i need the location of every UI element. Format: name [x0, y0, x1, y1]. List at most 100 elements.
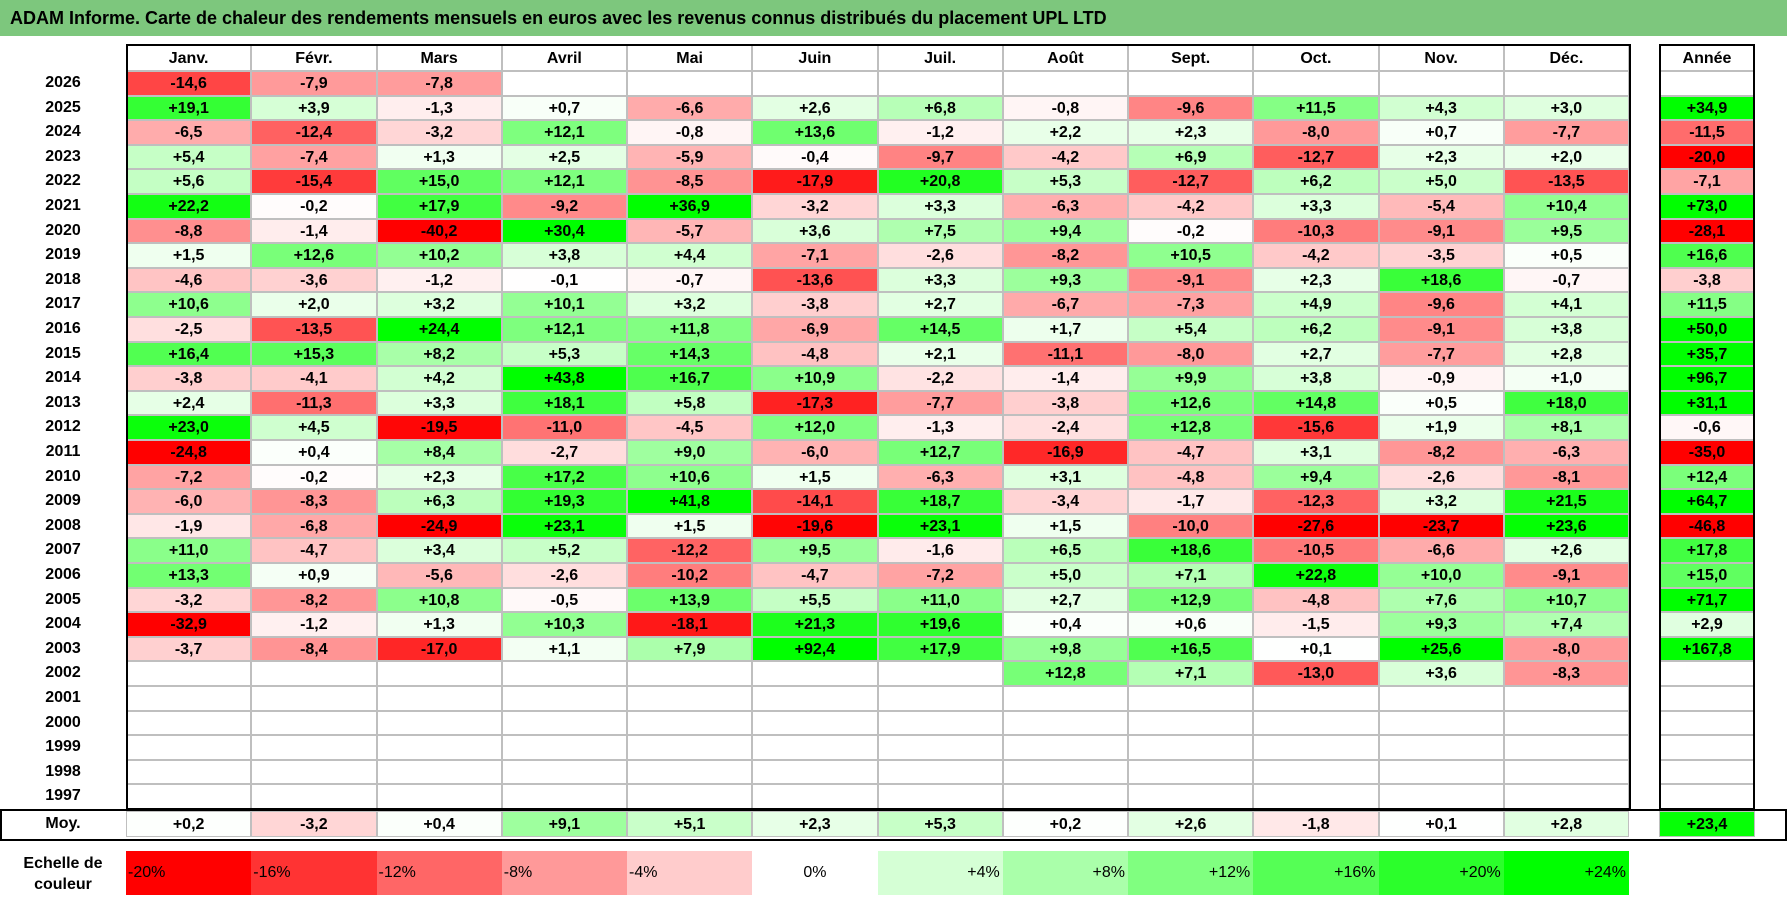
- average-cell: +0,4: [376, 811, 502, 837]
- month-header-9: Sept.: [1128, 44, 1254, 71]
- heatmap-cell: -4,8: [752, 341, 878, 367]
- year-label: 2022: [0, 169, 126, 194]
- heatmap-cell: +21,5: [1503, 489, 1629, 514]
- heatmap-cell: -4,2: [1253, 243, 1379, 268]
- heatmap-cell: +13,3: [126, 563, 252, 588]
- heatmap-cell: +7,4: [1503, 612, 1629, 637]
- heatmap-cell: [501, 686, 627, 711]
- heatmap-cell: +9,0: [627, 440, 753, 465]
- annual-cell: +50,0: [1659, 317, 1755, 342]
- heatmap-cell: -3,8: [1002, 390, 1128, 416]
- month-header-10: Oct.: [1253, 44, 1379, 71]
- heatmap-cell: -4,6: [126, 267, 252, 293]
- heatmap-cell: [1378, 710, 1504, 736]
- heatmap-cell: +17,2: [501, 464, 627, 490]
- heatmap-cell: -7,7: [1503, 120, 1629, 145]
- heatmap-cell: -6,0: [752, 440, 878, 465]
- heatmap-cell: [752, 735, 878, 760]
- heatmap-cell: +6,5: [1002, 538, 1128, 563]
- heatmap-cell: -9,1: [1503, 563, 1629, 588]
- heatmap-cell: +4,2: [376, 366, 502, 391]
- heatmap-cell: +6,3: [376, 489, 502, 514]
- heatmap-cell: +9,5: [752, 538, 878, 563]
- heatmap-cell: -14,6: [126, 71, 252, 96]
- heatmap-cell: [627, 735, 753, 760]
- heatmap-cell: [126, 686, 252, 711]
- annual-cell: [1659, 71, 1755, 96]
- heatmap-cell: +12,1: [501, 317, 627, 342]
- heatmap-cell: +2,7: [877, 292, 1003, 317]
- scale-step: +24%: [1503, 851, 1629, 895]
- heatmap-cell: -0,5: [501, 587, 627, 613]
- heatmap-cell: -4,1: [251, 366, 377, 391]
- heatmap-cell: -1,2: [251, 612, 377, 637]
- year-label: 2026: [0, 71, 126, 96]
- heatmap-cell: [627, 661, 753, 686]
- heatmap-cell: -4,2: [1128, 194, 1254, 219]
- heatmap-cell: -12,3: [1253, 489, 1379, 514]
- chart-title: ADAM Informe. Carte de chaleur des rende…: [0, 0, 1787, 36]
- heatmap-cell: -6,7: [1002, 292, 1128, 317]
- heatmap-cell: +9,8: [1002, 636, 1128, 662]
- heatmap-cell: +10,9: [752, 366, 878, 391]
- scale-step: -8%: [501, 851, 627, 895]
- heatmap-cell: +3,3: [877, 267, 1003, 293]
- heatmap-cell: +10,4: [1503, 194, 1629, 219]
- heatmap-cell: -8,0: [1253, 120, 1379, 145]
- heatmap-cell: -0,2: [251, 194, 377, 219]
- heatmap-cell: +11,5: [1253, 95, 1379, 121]
- heatmap-cell: -1,9: [126, 513, 252, 539]
- scale-step: -16%: [251, 851, 377, 895]
- heatmap-cell: -12,4: [251, 120, 377, 145]
- year-label: 2025: [0, 95, 126, 121]
- average-cell: -3,2: [251, 811, 377, 837]
- heatmap-cell: -1,2: [376, 267, 502, 293]
- heatmap-cell: +2,3: [1253, 267, 1379, 293]
- heatmap-cell: -15,4: [251, 169, 377, 194]
- heatmap-cell: [1128, 686, 1254, 711]
- heatmap-cell: -6,6: [627, 95, 753, 121]
- heatmap-cell: -24,8: [126, 440, 252, 465]
- heatmap-cell: -1,4: [1002, 366, 1128, 391]
- annual-cell: [1659, 735, 1755, 760]
- annual-cell: -0,6: [1659, 415, 1755, 440]
- heatmap-cell: +14,8: [1253, 390, 1379, 416]
- heatmap-cell: +2,5: [501, 144, 627, 170]
- heatmap-cell: +3,3: [376, 390, 502, 416]
- annual-header: Année: [1659, 44, 1755, 71]
- average-cell: +5,1: [627, 811, 753, 837]
- heatmap-cell: -8,2: [1002, 243, 1128, 268]
- heatmap-cell: -7,7: [877, 390, 1003, 416]
- heatmap-cell: +3,2: [376, 292, 502, 317]
- heatmap-cell: +11,8: [627, 317, 753, 342]
- heatmap-cell: +41,8: [627, 489, 753, 514]
- heatmap-cell: +1,5: [1002, 513, 1128, 539]
- heatmap-cell: +21,3: [752, 612, 878, 637]
- heatmap-cell: [877, 661, 1003, 686]
- heatmap-cell: +23,1: [501, 513, 627, 539]
- heatmap-cell: [877, 759, 1003, 785]
- year-label: 2024: [0, 120, 126, 145]
- heatmap-cell: -6,3: [877, 464, 1003, 490]
- heatmap-cell: -15,6: [1253, 415, 1379, 440]
- heatmap-cell: +20,8: [877, 169, 1003, 194]
- heatmap-cell: +18,6: [1378, 267, 1504, 293]
- heatmap-cell: +1,5: [126, 243, 252, 268]
- heatmap-cell: +17,9: [877, 636, 1003, 662]
- heatmap-cell: +2,3: [1128, 120, 1254, 145]
- month-header-3: Mars: [376, 44, 502, 71]
- heatmap-cell: [126, 710, 252, 736]
- scale-step: -20%: [126, 851, 252, 895]
- heatmap-cell: [627, 710, 753, 736]
- heatmap-cell: +3,6: [1378, 661, 1504, 686]
- heatmap-cell: +13,6: [752, 120, 878, 145]
- heatmap-cell: +10,2: [376, 243, 502, 268]
- heatmap-cell: +2,2: [1002, 120, 1128, 145]
- heatmap-cell: +17,9: [376, 194, 502, 219]
- heatmap-cell: +9,9: [1128, 366, 1254, 391]
- annual-cell: [1659, 710, 1755, 736]
- annual-cell: +17,8: [1659, 538, 1755, 563]
- heatmap-cell: +10,8: [376, 587, 502, 613]
- heatmap-cell: -1,7: [1128, 489, 1254, 514]
- year-label: 1999: [0, 735, 126, 760]
